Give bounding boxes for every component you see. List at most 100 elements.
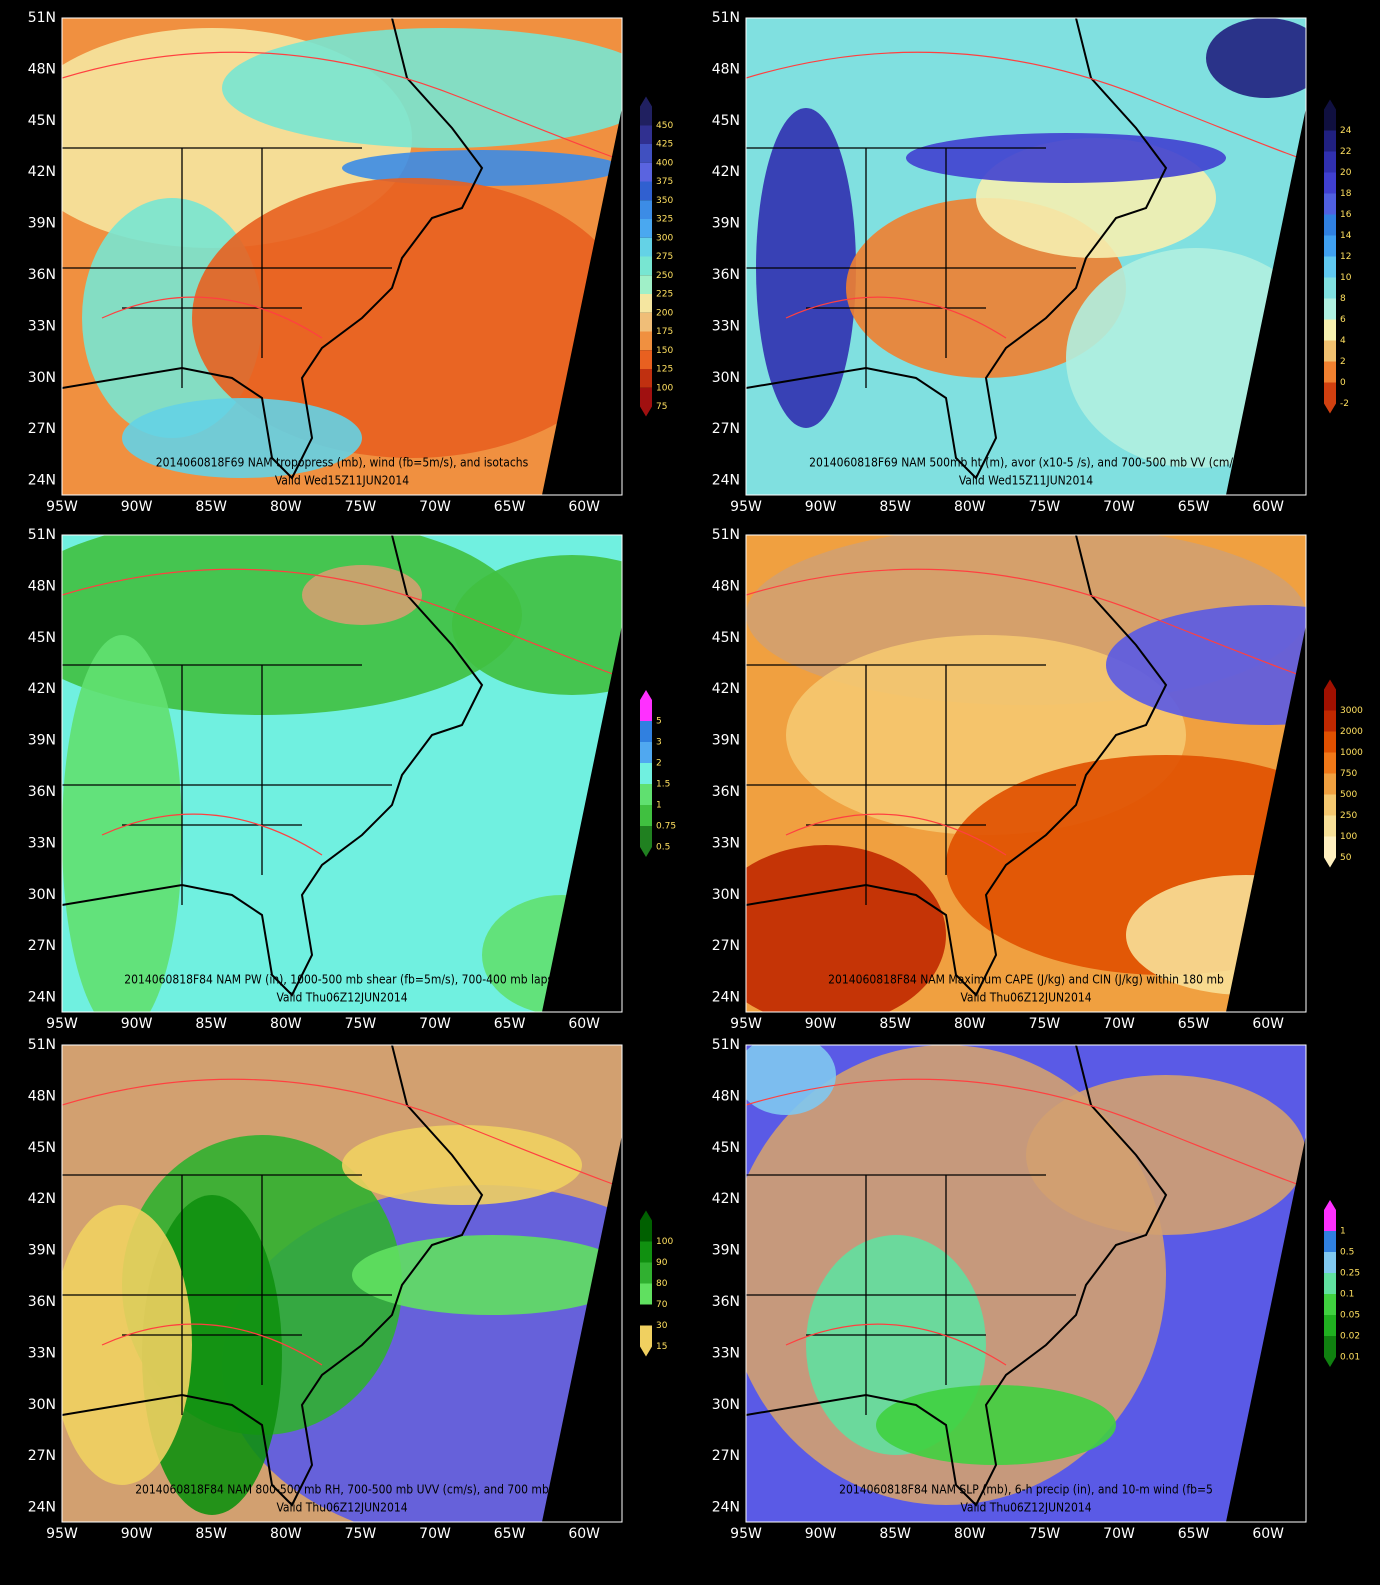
lon-label: 90W bbox=[805, 1016, 837, 1032]
colorbar-swatch bbox=[1324, 1231, 1336, 1252]
map-area bbox=[62, 18, 622, 495]
lat-label: 45N bbox=[28, 113, 56, 129]
lat-label: 39N bbox=[712, 216, 740, 232]
field-region bbox=[1106, 605, 1306, 725]
colorbar-label: 2 bbox=[1340, 357, 1346, 367]
lat-label: 27N bbox=[712, 421, 740, 437]
map-area bbox=[746, 535, 1306, 1012]
colorbar-label: 750 bbox=[1340, 769, 1357, 779]
colorbar-swatch bbox=[640, 763, 652, 784]
lat-label: 39N bbox=[712, 733, 740, 749]
colorbar-swatch bbox=[640, 219, 652, 238]
colorbar-label: 0.1 bbox=[1340, 1290, 1354, 1300]
colorbar-swatch bbox=[640, 826, 652, 847]
map-panel: 51N 48N 45N 42N 39N 36N 33N 30N 27N 24N 95W 90W 85W 8… bbox=[712, 527, 1363, 1032]
colorbar-label: 300 bbox=[656, 233, 673, 243]
lat-label: 36N bbox=[28, 784, 56, 800]
field-region bbox=[906, 133, 1226, 183]
colorbar-label: 2000 bbox=[1340, 727, 1363, 737]
lon-label: 80W bbox=[954, 1526, 986, 1542]
colorbar-swatch bbox=[640, 1304, 652, 1326]
colorbar-label: 30 bbox=[656, 1321, 668, 1331]
lat-label: 51N bbox=[712, 1037, 740, 1053]
colorbar-label: 1000 bbox=[1340, 748, 1363, 758]
colorbar-cap bbox=[640, 847, 652, 857]
lon-label: 85W bbox=[879, 499, 911, 515]
map-frame bbox=[745, 534, 1307, 1013]
lat-label: 30N bbox=[712, 1397, 740, 1413]
colorbar-swatch bbox=[1324, 130, 1336, 152]
coastline bbox=[62, 535, 484, 997]
colorbar-label: 250 bbox=[656, 271, 673, 281]
lat-label: 51N bbox=[712, 527, 740, 543]
colorbar-label: 450 bbox=[656, 121, 673, 131]
colorbar-swatch bbox=[1324, 298, 1336, 320]
lat-label: 39N bbox=[28, 216, 56, 232]
colorbar-label: 0 bbox=[1340, 378, 1346, 388]
state-borders bbox=[62, 147, 392, 388]
lat-label: 51N bbox=[28, 10, 56, 26]
lat-label: 45N bbox=[712, 630, 740, 646]
colorbar-swatch bbox=[640, 1220, 652, 1242]
lat-label: 27N bbox=[712, 1448, 740, 1464]
lat-label: 48N bbox=[712, 61, 740, 77]
no-data bbox=[542, 1135, 622, 1522]
colorbar-label: 8 bbox=[1340, 294, 1346, 304]
lat-label: 36N bbox=[28, 267, 56, 283]
lat-label: 42N bbox=[712, 164, 740, 180]
no-data bbox=[542, 108, 622, 495]
lat-label: 33N bbox=[28, 318, 56, 334]
colorbar-swatch bbox=[640, 1241, 652, 1263]
lat-label: 24N bbox=[28, 1500, 56, 1516]
map-caption: 2014060818F84 NAM PW (in), 1000-500 mb s… bbox=[124, 973, 560, 987]
lon-label: 75W bbox=[345, 1526, 377, 1542]
colorbar-swatch bbox=[1324, 689, 1336, 711]
colorbar-label: 1 bbox=[1340, 1227, 1346, 1237]
colorbar-swatch bbox=[640, 742, 652, 763]
lat-label: 42N bbox=[712, 681, 740, 697]
colorbar-swatch bbox=[640, 125, 652, 144]
map-frame bbox=[61, 17, 623, 496]
map-valid-time: Valid Thu06Z12JUN2014 bbox=[960, 1501, 1091, 1515]
lon-label: 95W bbox=[730, 1526, 762, 1542]
map-frame bbox=[61, 1044, 623, 1523]
colorbar-swatch bbox=[640, 350, 652, 369]
field-region bbox=[302, 565, 422, 625]
coastline bbox=[746, 1045, 1168, 1507]
colorbar-label: 16 bbox=[1340, 210, 1352, 220]
lat-label: 30N bbox=[28, 370, 56, 386]
colorbar-label: 0.05 bbox=[1340, 1311, 1360, 1321]
lat-label: 36N bbox=[28, 1294, 56, 1310]
map-panel: 51N 48N 45N 42N 39N 36N 33N 30N 27N 24N 95W 90W 85W 8… bbox=[712, 10, 1352, 515]
colorbar-label: 175 bbox=[656, 327, 673, 337]
lon-label: 70W bbox=[1103, 499, 1135, 515]
lon-label: 95W bbox=[46, 1526, 78, 1542]
colorbar-label: 20 bbox=[1340, 168, 1352, 178]
colorbar-label: 0.02 bbox=[1340, 1332, 1360, 1342]
colorbar-label: 425 bbox=[656, 140, 673, 150]
colorbar-cap bbox=[1324, 857, 1336, 868]
colorbar-label: 75 bbox=[656, 402, 667, 412]
lat-label: 27N bbox=[28, 421, 56, 437]
colorbar-label: 325 bbox=[656, 215, 673, 225]
colorbar-swatch bbox=[1324, 1210, 1336, 1231]
lon-label: 80W bbox=[954, 1016, 986, 1032]
colorbar-label: 0.75 bbox=[656, 822, 676, 832]
colorbar-swatch bbox=[640, 294, 652, 313]
lat-label: 24N bbox=[712, 473, 740, 489]
map-area bbox=[62, 535, 622, 1012]
colorbar-label: 12 bbox=[1340, 252, 1351, 262]
map-caption: 2014060818F84 NAM Maximum CAPE (J/kg) an… bbox=[828, 973, 1224, 987]
lon-label: 85W bbox=[195, 1526, 227, 1542]
field-region bbox=[876, 1385, 1116, 1465]
map-panel: 51N 48N 45N 42N 39N 36N 33N 30N 27N 24N 95W 90W 85W 8… bbox=[712, 1037, 1360, 1542]
field-region bbox=[62, 635, 182, 1012]
lon-label: 70W bbox=[1103, 1016, 1135, 1032]
lon-label: 80W bbox=[270, 1016, 302, 1032]
colorbar-swatch bbox=[1324, 214, 1336, 236]
lat-label: 51N bbox=[28, 527, 56, 543]
lon-label: 75W bbox=[1029, 1526, 1061, 1542]
field-region bbox=[452, 555, 622, 695]
lat-label: 42N bbox=[28, 164, 56, 180]
